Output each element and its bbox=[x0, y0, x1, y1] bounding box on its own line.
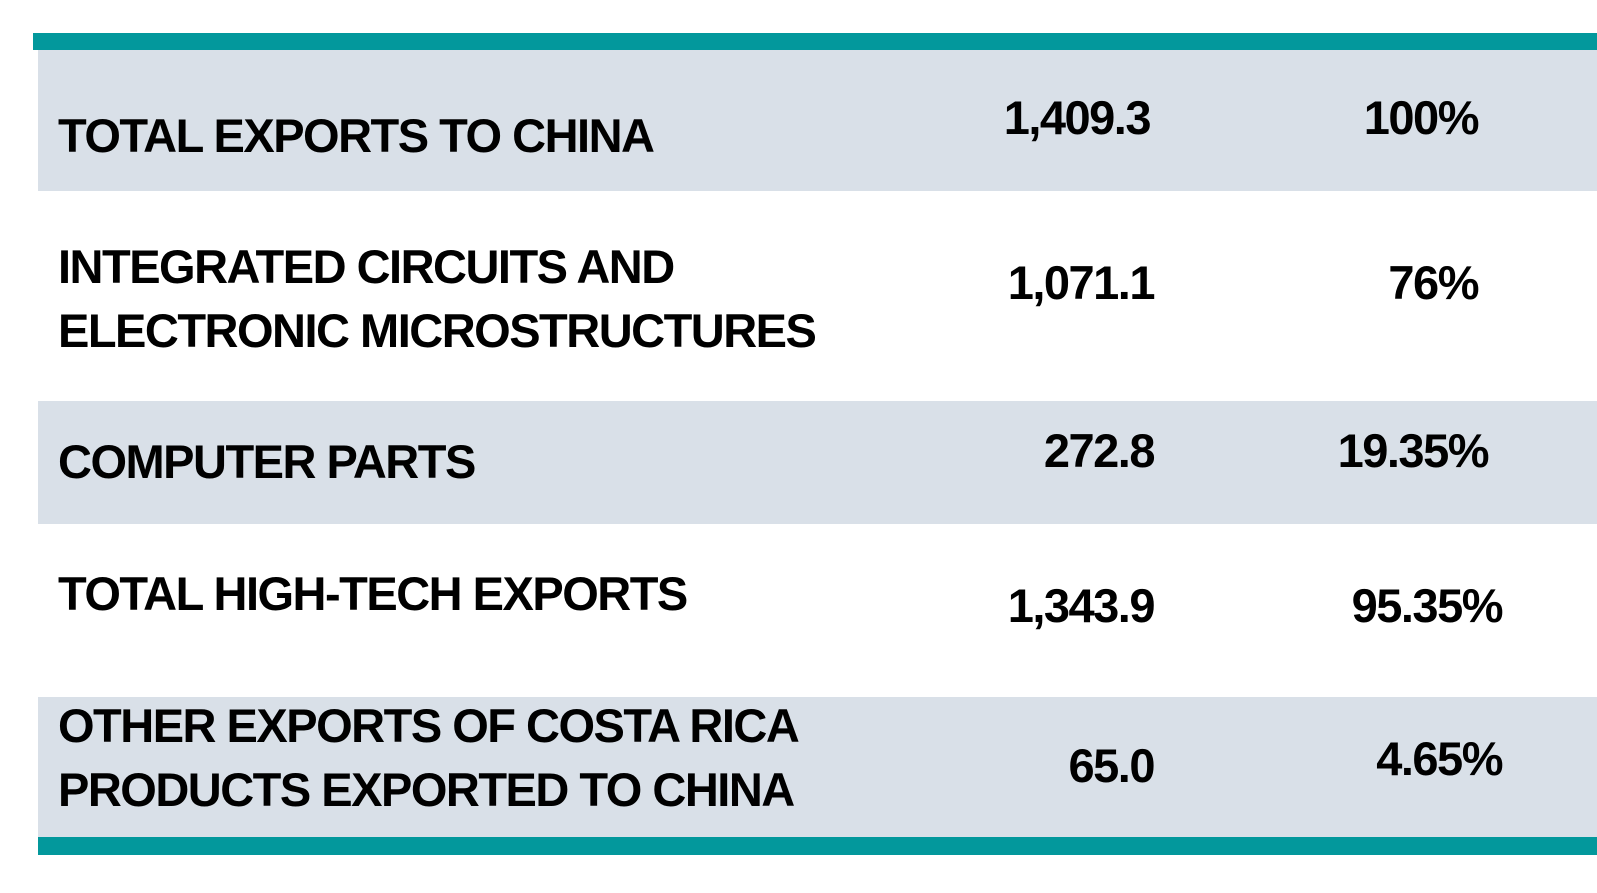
row-value: 65.0 bbox=[1068, 739, 1156, 792]
row-percent: 4.65% bbox=[1376, 732, 1503, 785]
table-row-integrated-circuits: INTEGRATED CIRCUITS AND ELECTRONIC MICRO… bbox=[38, 191, 1597, 401]
row-value: 1,071.1 bbox=[1007, 256, 1156, 309]
table-row-computer-parts: COMPUTER PARTS 272.8 19.35% bbox=[38, 401, 1597, 524]
row-label-line-2: PRODUCTS EXPORTED TO CHINA bbox=[58, 763, 795, 816]
row-label-line-2: ELECTRONIC MICROSTRUCTURES bbox=[58, 304, 817, 357]
table-row-total-exports: TOTAL EXPORTS TO CHINA 1,409.3 100% bbox=[38, 50, 1597, 191]
table-row-other-exports: OTHER EXPORTS OF COSTA RICA PRODUCTS EXP… bbox=[38, 697, 1597, 837]
row-value: 1,409.3 bbox=[1003, 91, 1152, 144]
row-percent: 19.35% bbox=[1337, 424, 1490, 477]
bottom-accent-rule bbox=[38, 837, 1597, 855]
row-label-line-1: INTEGRATED CIRCUITS AND bbox=[58, 240, 675, 293]
row-label-line-1: OTHER EXPORTS OF COSTA RICA bbox=[58, 699, 800, 752]
row-label: COMPUTER PARTS bbox=[58, 435, 476, 488]
row-percent: 95.35% bbox=[1351, 579, 1504, 632]
table-row-high-tech: TOTAL HIGH-TECH EXPORTS 1,343.9 95.35% bbox=[38, 524, 1597, 697]
top-accent-rule bbox=[33, 33, 1597, 50]
row-value: 1,343.9 bbox=[1007, 579, 1156, 632]
row-value: 272.8 bbox=[1043, 424, 1156, 477]
row-label: TOTAL HIGH-TECH EXPORTS bbox=[58, 567, 688, 620]
row-label: TOTAL EXPORTS TO CHINA bbox=[58, 109, 655, 162]
row-percent: 76% bbox=[1388, 256, 1479, 309]
row-percent: 100% bbox=[1363, 91, 1480, 144]
